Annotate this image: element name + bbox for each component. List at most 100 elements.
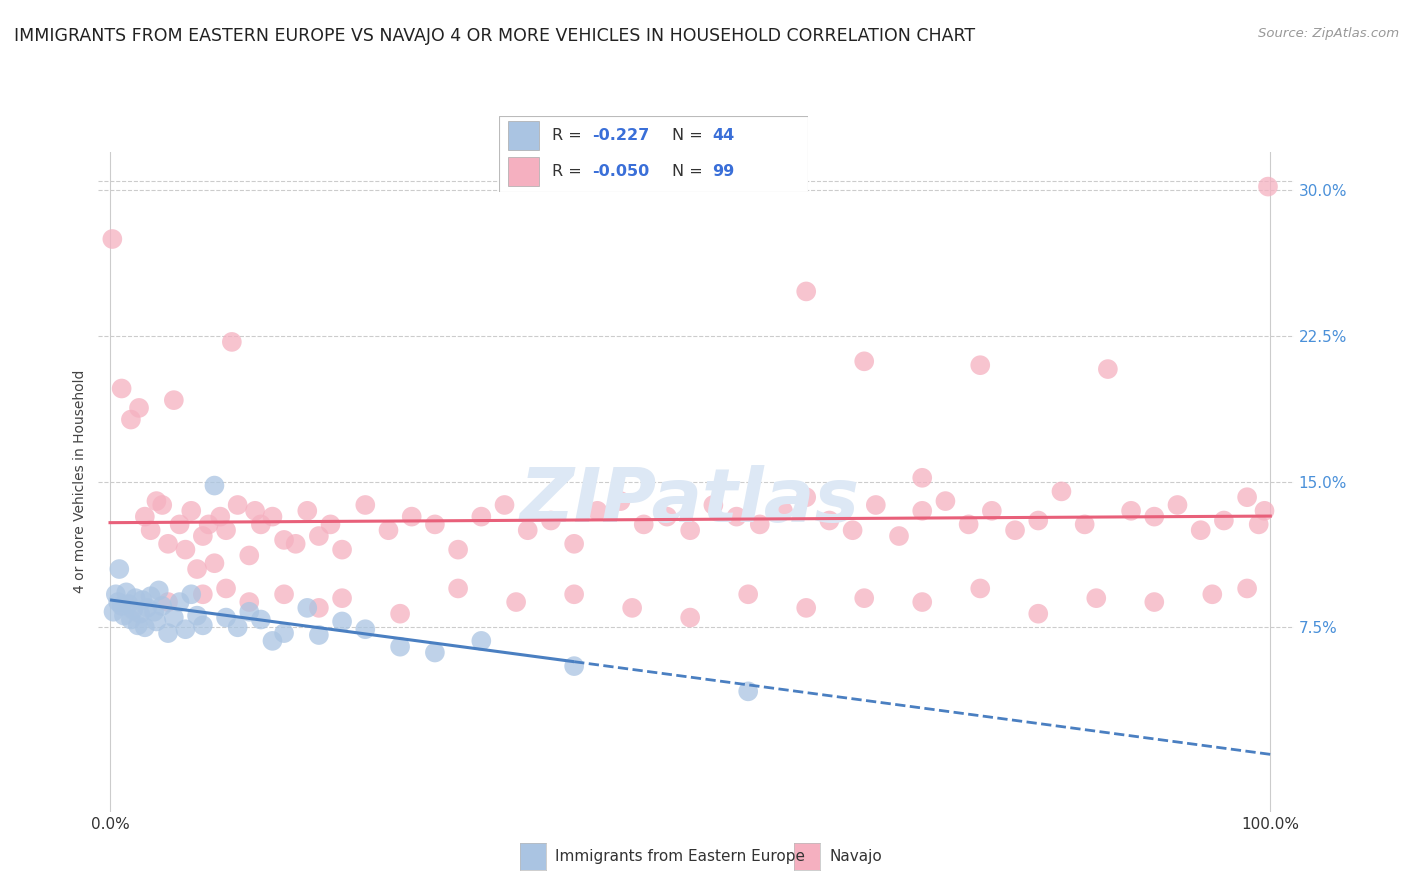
Point (1050, 484, 1073, 499)
Point (1026, 514, 1049, 528)
FancyBboxPatch shape (509, 121, 540, 150)
Point (389, 640, 412, 654)
Point (330, 615, 353, 629)
Point (354, 498, 377, 512)
Point (209, 509, 232, 524)
Text: Source: ZipAtlas.com: Source: ZipAtlas.com (1258, 27, 1399, 40)
Point (1166, 498, 1188, 512)
Point (562, 537, 585, 551)
Point (841, 523, 863, 537)
Point (969, 358, 991, 372)
Point (308, 600, 330, 615)
Point (215, 610, 238, 624)
Point (221, 334, 243, 349)
Point (127, 618, 149, 632)
Point (148, 583, 170, 598)
Point (1026, 607, 1049, 621)
Point (238, 549, 260, 563)
FancyBboxPatch shape (499, 116, 808, 192)
Point (389, 607, 412, 621)
Point (163, 393, 186, 408)
Point (215, 582, 238, 596)
Text: 44: 44 (713, 128, 735, 144)
Point (134, 509, 156, 524)
Point (562, 659, 585, 673)
Point (157, 537, 180, 551)
Point (516, 523, 538, 537)
Point (957, 517, 980, 532)
Point (1143, 509, 1166, 524)
Point (853, 354, 876, 368)
Point (108, 562, 131, 576)
Point (794, 600, 817, 615)
Point (191, 587, 214, 601)
Point (297, 504, 319, 518)
Y-axis label: 4 or more Vehicles in Household: 4 or more Vehicles in Household (73, 370, 87, 593)
Point (145, 615, 167, 629)
Text: -0.227: -0.227 (592, 128, 650, 144)
Point (1085, 591, 1108, 606)
Point (111, 382, 134, 396)
Point (157, 626, 180, 640)
Point (150, 599, 173, 613)
Point (117, 597, 139, 611)
Point (250, 613, 273, 627)
Point (297, 600, 319, 615)
Point (423, 517, 446, 532)
Point (1201, 587, 1223, 601)
Point (157, 595, 180, 609)
Point (262, 633, 284, 648)
Point (330, 591, 353, 606)
Point (633, 517, 655, 532)
Point (737, 684, 759, 698)
Point (136, 600, 159, 615)
Point (748, 517, 770, 532)
Point (1143, 595, 1166, 609)
Point (505, 595, 527, 609)
Point (679, 610, 702, 624)
Point (143, 605, 166, 619)
Point (104, 587, 127, 601)
Point (1119, 504, 1142, 518)
Text: Navajo: Navajo (830, 849, 883, 863)
Text: N =: N = (672, 128, 709, 144)
Point (447, 542, 470, 557)
Point (1253, 504, 1275, 518)
Point (1236, 582, 1258, 596)
Point (470, 509, 492, 524)
Point (702, 498, 724, 512)
Text: 99: 99 (713, 164, 735, 178)
Point (262, 509, 284, 524)
Point (679, 523, 702, 537)
Point (163, 610, 186, 624)
Point (243, 504, 266, 518)
Point (191, 529, 214, 543)
Point (128, 401, 150, 415)
Point (887, 529, 910, 543)
Point (204, 556, 226, 570)
Point (621, 600, 644, 615)
Point (818, 514, 841, 528)
Point (129, 607, 152, 621)
Point (238, 595, 260, 609)
Point (174, 622, 197, 636)
Point (447, 582, 470, 596)
Point (377, 523, 399, 537)
Point (934, 494, 956, 508)
Point (969, 582, 991, 596)
Text: R =: R = (551, 128, 586, 144)
Text: IMMIGRANTS FROM EASTERN EUROPE VS NAVAJO 4 OR MORE VEHICLES IN HOUSEHOLD CORRELA: IMMIGRANTS FROM EASTERN EUROPE VS NAVAJO… (14, 27, 976, 45)
Point (250, 517, 273, 532)
Point (1004, 523, 1026, 537)
Point (725, 509, 748, 524)
Point (319, 517, 342, 532)
Point (794, 285, 817, 299)
Point (131, 593, 153, 607)
Text: N =: N = (672, 164, 709, 178)
Point (107, 595, 129, 609)
Point (150, 498, 173, 512)
Point (401, 509, 423, 524)
Point (139, 589, 162, 603)
Point (772, 504, 794, 518)
Point (853, 591, 876, 606)
